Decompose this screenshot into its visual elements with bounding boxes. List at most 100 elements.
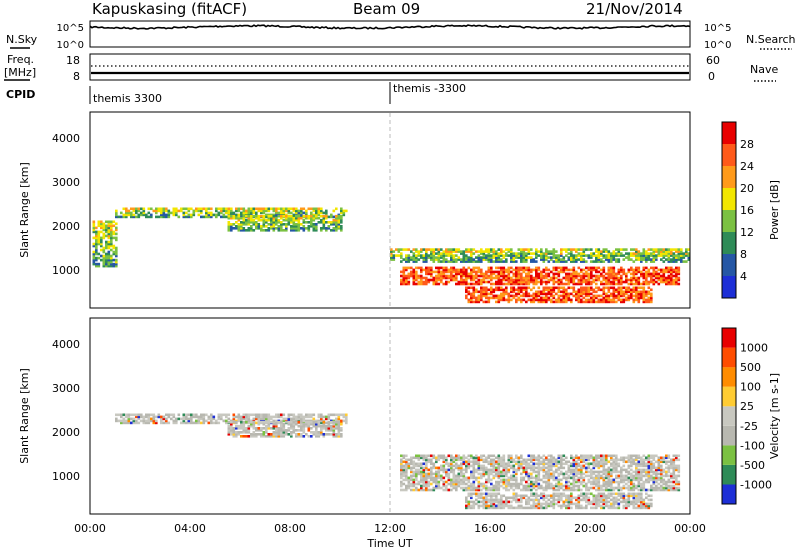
power-echo-cell: [615, 258, 618, 261]
power-echo-cell: [607, 294, 611, 298]
power-echo-cell: [285, 229, 288, 232]
power-echo-cell: [477, 298, 481, 302]
power-echo-cell: [535, 252, 538, 255]
power-echo-cell: [415, 274, 418, 278]
power-echo-cell: [487, 252, 491, 255]
power-echo-cell: [105, 226, 108, 230]
velocity-echo-cell: [477, 464, 481, 468]
power-echo-cell: [285, 223, 288, 226]
power-echo-cell: [290, 216, 293, 220]
power-echo-cell: [580, 288, 583, 292]
power-echo-cell: [590, 280, 593, 284]
velocity-echo-cell: [627, 480, 631, 484]
velocity-echo-cell: [287, 422, 291, 426]
power-echo-cell: [272, 221, 276, 224]
power-echo-cell: [237, 229, 241, 232]
velocity-echo-cell: [315, 429, 318, 432]
velocity-echo-cell: [462, 472, 466, 476]
power-echo-cell: [132, 213, 136, 217]
power-echo-cell: [487, 288, 491, 292]
velocity-echo-cell: [622, 468, 626, 472]
power-echo-cell: [522, 294, 526, 298]
power-echo-cell: [442, 258, 446, 261]
velocity-echo-cell: [262, 433, 266, 436]
velocity-echo-cell: [502, 472, 506, 476]
power-echo-cell: [390, 252, 393, 255]
velocity-echo-cell: [592, 498, 596, 502]
power-colorbar-swatch: [722, 144, 736, 166]
velocity-echo-cell: [487, 472, 491, 476]
velocity-echo-cell: [277, 429, 281, 432]
power-echo-cell: [167, 213, 171, 217]
power-echo-cell: [480, 298, 483, 302]
velocity-echo-cell: [482, 498, 486, 502]
power-echo-cell: [645, 280, 648, 284]
power-echo-cell: [662, 248, 666, 251]
power-echo-cell: [430, 250, 433, 253]
power-echo-cell: [650, 248, 653, 251]
power-echo-cell: [527, 286, 531, 290]
velocity-echo-cell: [605, 460, 608, 464]
velocity-echo-cell: [455, 462, 458, 466]
power-echo-cell: [540, 292, 543, 296]
velocity-echo-cell: [642, 470, 646, 474]
power-echo-cell: [490, 272, 493, 276]
velocity-echo-cell: [422, 454, 426, 458]
velocity-echo-cell: [255, 433, 258, 436]
power-echo-cell: [612, 254, 616, 257]
power-echo-cell: [592, 294, 596, 298]
velocity-echo-cell: [575, 506, 578, 510]
power-echo-cell: [665, 254, 668, 257]
velocity-echo-cell: [575, 468, 578, 472]
power-colorbar-swatch: [722, 232, 736, 254]
velocity-echo-cell: [552, 504, 556, 508]
velocity-echo-cell: [300, 417, 303, 421]
power-echo-cell: [667, 274, 671, 278]
power-echo-cell: [400, 248, 403, 251]
velocity-echo-cell: [607, 466, 611, 470]
power-echo-cell: [122, 215, 126, 219]
power-echo-cell: [607, 298, 611, 302]
power-echo-cell: [605, 250, 608, 253]
power-echo-cell: [177, 215, 181, 219]
power-echo-cell: [390, 248, 393, 251]
power-echo-cell: [517, 290, 521, 294]
power-echo-cell: [570, 272, 573, 276]
velocity-echo-cell: [467, 464, 471, 468]
velocity-echo-cell: [312, 420, 316, 424]
power-echo-cell: [500, 298, 503, 302]
power-echo-cell: [492, 248, 496, 251]
power-colorbar-level: 24: [740, 160, 754, 173]
power-echo-cell: [462, 270, 466, 274]
velocity-echo-cell: [405, 454, 408, 458]
power-echo-cell: [515, 270, 518, 274]
velocity-echo-cell: [445, 458, 448, 462]
power-echo-cell: [305, 221, 308, 224]
power-echo-cell: [487, 254, 491, 257]
power-echo-cell: [477, 290, 481, 294]
velocity-echo-cell: [420, 466, 423, 470]
velocity-echo-cell: [507, 468, 511, 472]
velocity-echo-cell: [487, 468, 491, 472]
power-echo-cell: [325, 227, 328, 230]
velocity-echo-cell: [445, 474, 448, 478]
velocity-echo-cell: [232, 417, 236, 421]
power-echo-cell: [592, 300, 596, 304]
power-echo-cell: [292, 229, 296, 232]
power-echo-cell: [430, 266, 433, 270]
velocity-echo-cell: [417, 470, 421, 474]
power-echo-cell: [412, 272, 416, 276]
power-echo-cell: [522, 292, 526, 296]
velocity-echo-cell: [570, 500, 573, 504]
velocity-echo-cell: [527, 464, 531, 468]
velocity-echo-cell: [212, 415, 216, 419]
power-echo-cell: [660, 248, 663, 251]
velocity-echo-cell: [492, 470, 496, 474]
velocity-echo-cell: [557, 492, 561, 496]
velocity-echo-cell: [422, 458, 426, 462]
power-echo-cell: [310, 214, 313, 218]
velocity-echo-cell: [517, 464, 521, 468]
velocity-echo-cell: [505, 466, 508, 470]
power-echo-cell: [247, 227, 251, 230]
velocity-echo-cell: [335, 433, 338, 436]
